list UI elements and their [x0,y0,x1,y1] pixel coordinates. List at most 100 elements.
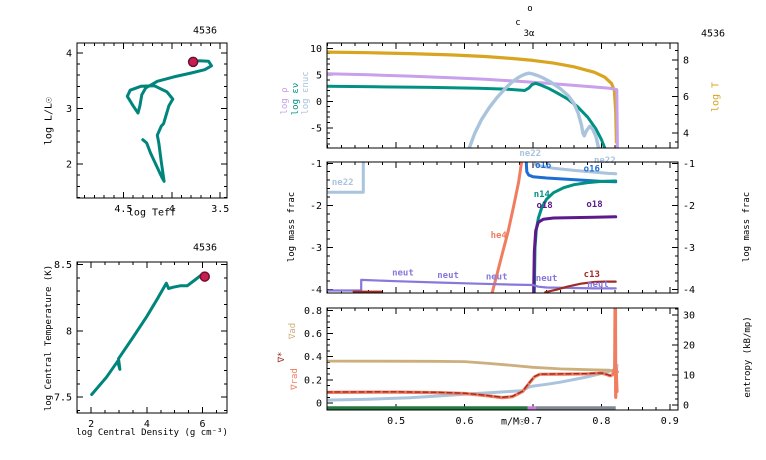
curve-label-neut: neut [587,280,609,290]
y-tick-label: 0.6 [304,329,322,340]
hr-panel: 4.5 4 3.5 2 3 4 [66,42,229,215]
trho-yaxis-label: log Central Temperature (K) [44,264,54,412]
y-tick-label-right: -3 [683,243,695,254]
current-model-marker [199,271,210,282]
x-tick-label: 0.6 [455,416,473,427]
y2-tick-label: 10 [683,371,695,382]
series-log-rho [326,72,619,149]
y-tick-label: -1 [310,159,322,170]
burn-label-o: o [527,4,533,14]
y2-tick-label: 20 [683,341,695,352]
x-tick-label: 4.5 [114,204,132,215]
curve-label-neut: neut [437,271,459,281]
x-tick-label: 0.5 [387,416,405,427]
x-tick-label: 6 [199,419,205,430]
series-log-eps-nu [326,81,607,149]
series-grad-rad [326,307,619,400]
mass-frac-left-axis-label: log mass frac [287,191,297,263]
y-tick-label: 4 [66,49,72,60]
y-tick-label: 0.2 [304,375,322,386]
x-tick-label: 0.7 [524,416,542,427]
y2-tick-label: 30 [683,311,695,322]
y-tick-label: 0.4 [304,352,322,363]
y2-tick-label: 6 [683,92,689,103]
profile-model-number: 4536 [700,28,726,40]
y-tick-label-right: -1 [683,159,695,170]
curve-label-o16: o16 [584,165,600,175]
curve-label-he4: he4 [491,231,508,241]
profile-top-panel: -5 0 5 10 4 6 8 [310,42,689,149]
x-tick-label: 2 [88,419,94,430]
trho-xaxis-label: log Central Density (g cm⁻³) [76,428,228,438]
x-tick-label: 4 [144,419,150,430]
grad-ad-axis-label: ∇ad [288,322,298,340]
y-tick-label: 8.5 [54,260,72,271]
series-trho-track [90,273,207,396]
log-T-axis-label: log T [710,81,722,113]
series-ne22-core [326,161,365,194]
log-rho-axis-label: log ρ [280,87,290,115]
curve-label-c13: c13 [584,270,600,280]
curve-label-ne22: ne22 [332,178,354,188]
y-tick-label-right: -2 [683,201,695,212]
y2-tick-label: 8 [683,55,689,66]
hr-yaxis-label: log L/L☉ [43,96,55,146]
y-tick-label: 2 [66,160,72,171]
x-tick-label: 0.8 [592,416,610,427]
series-log-eps-nuc [467,71,601,149]
curve-label-neut: neut [486,273,508,283]
y-tick-label: 10 [310,44,322,55]
y-tick-label: 3 [66,104,72,115]
burn-label-3alpha: 3α [523,29,535,39]
series-hr-track [125,59,213,183]
curve-label-ne22: ne22 [519,149,541,159]
log-eps-nu-axis-label: log εν [291,82,301,116]
series-grad-ad [326,359,620,374]
series-grad-star [326,372,614,398]
x-tick-label: 4 [169,204,175,215]
series-neut [326,278,617,292]
profile-xaxis-label: m/M☉ [500,416,526,428]
curve-label-o18: o18 [586,200,602,210]
mass-frac-right-axis-label: log mass frac [742,191,752,263]
grad-star-axis-label: ∇* [277,351,287,363]
y-tick-label: -3 [310,243,322,254]
entropy-axis-label: entropy (kB/mp) [743,316,753,398]
y-tick-label: 8 [66,326,72,337]
grad-rad-axis-label: ∇rad [290,368,300,390]
series-c13-envelope [544,280,617,294]
curve-label-neut: neut [392,269,414,279]
trho-model-number: 4536 [192,242,218,254]
profile-bot-panel: 0.5 0.6 0.7 0.8 0.9 0 0.2 0.4 0.6 0.8 0 10 20 30 [304,306,695,427]
y-tick-label: -2 [310,201,322,212]
y-tick-label: -4 [310,285,322,296]
curve-label-ne22: ne22 [594,156,616,166]
hr-model-number: 4536 [192,25,218,37]
curve-label-o18: o18 [536,201,552,211]
y-tick-label: 0 [316,97,322,108]
y-tick-label-right: -4 [683,285,695,296]
y-tick-label: 7.5 [54,393,72,404]
y2-tick-label: 0 [683,400,689,411]
trho-panel: 2 4 6 7.5 8 8.5 [54,260,228,430]
y-tick-label: 0 [316,399,322,410]
y-tick-label: 5 [316,70,322,81]
curve-label-n14: n14 [534,190,551,200]
curve-label-neut: neut [536,274,558,284]
series-o18 [532,215,618,294]
x-tick-label: 0.9 [661,416,679,427]
x-tick-label: 3.5 [211,204,229,215]
y-tick-label: 0.8 [304,306,322,317]
hr-xaxis-label: log Teff [127,207,177,219]
series-he4 [490,161,524,294]
burn-label-c: c [515,18,521,28]
current-model-marker [187,56,199,68]
curve-label-o16: o16 [535,161,551,171]
series-ne22-envelope [532,161,618,176]
y-tick-label: -5 [310,123,322,134]
series-log-T [326,50,619,144]
y2-tick-label: 4 [683,129,689,140]
